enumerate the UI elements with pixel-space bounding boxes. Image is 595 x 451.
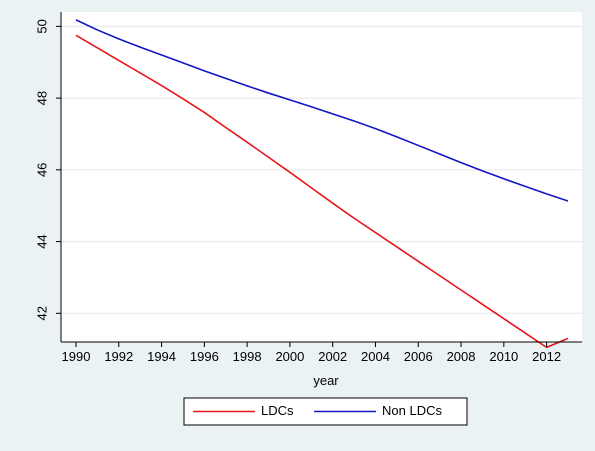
x-tick-label: 2000 bbox=[275, 349, 304, 364]
x-tick-label: 1994 bbox=[147, 349, 176, 364]
legend-label: Non LDCs bbox=[382, 403, 442, 418]
plot-area bbox=[61, 12, 582, 342]
x-tick-label: 2006 bbox=[404, 349, 433, 364]
legend-label: LDCs bbox=[261, 403, 294, 418]
x-tick-label: 1992 bbox=[104, 349, 133, 364]
x-tick-label: 1990 bbox=[62, 349, 91, 364]
y-tick-label: 50 bbox=[34, 19, 49, 33]
y-tick-label: 46 bbox=[34, 163, 49, 177]
x-tick-label: 2010 bbox=[489, 349, 518, 364]
x-tick-label: 2008 bbox=[447, 349, 476, 364]
series-line-non-ldcs bbox=[75, 19, 569, 202]
y-tick-label: 48 bbox=[34, 91, 49, 105]
x-tick-label: 2002 bbox=[318, 349, 347, 364]
x-tick-label: 1996 bbox=[190, 349, 219, 364]
x-axis-ticks: 1990 1992 1994 1996 1998 2000 2002 2004 2006 2008… bbox=[62, 342, 561, 364]
y-tick-label: 42 bbox=[34, 306, 49, 320]
x-tick-label: 2004 bbox=[361, 349, 390, 364]
x-tick-label: 1998 bbox=[233, 349, 262, 364]
legend: LDCs Non LDCs bbox=[183, 397, 468, 426]
x-axis-label: year bbox=[313, 373, 339, 388]
series-line-ldcs bbox=[75, 34, 569, 349]
y-axis-ticks: 42 44 46 48 50 bbox=[34, 19, 61, 321]
x-tick-label: 2012 bbox=[532, 349, 561, 364]
series-lines bbox=[75, 19, 569, 349]
axes bbox=[60, 12, 582, 343]
y-tick-label: 44 bbox=[34, 234, 49, 248]
